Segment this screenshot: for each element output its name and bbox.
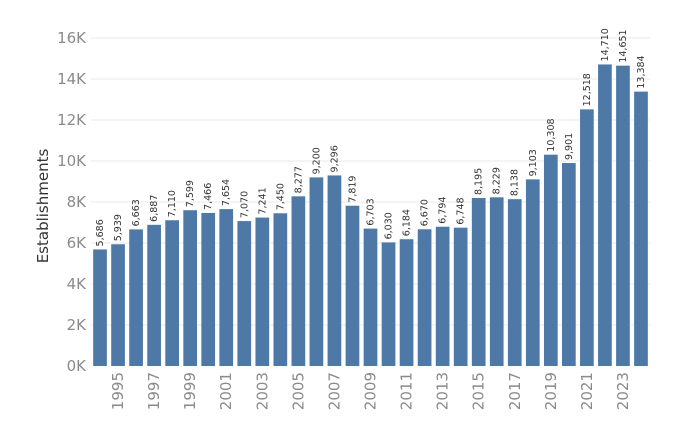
bars-layer xyxy=(93,64,648,367)
bar-2021[interactable] xyxy=(580,109,594,367)
x-tick-label: 2015 xyxy=(470,372,488,410)
y-tick-label: 14K xyxy=(57,70,87,88)
x-tick-label: 2019 xyxy=(542,372,560,410)
bar-2017[interactable] xyxy=(507,199,522,366)
data-label: 12,518 xyxy=(582,73,593,106)
y-tick-label: 16K xyxy=(57,29,87,47)
data-label: 6,670 xyxy=(420,199,431,226)
bar-2007[interactable] xyxy=(327,175,342,366)
data-label: 9,901 xyxy=(564,133,575,160)
bar-2011[interactable] xyxy=(399,239,414,366)
bar-2023[interactable] xyxy=(616,65,630,366)
x-tick-label: 2011 xyxy=(398,372,416,410)
data-label: 6,703 xyxy=(366,198,377,225)
bar-1995[interactable] xyxy=(111,244,125,366)
bar-2001[interactable] xyxy=(219,209,234,366)
data-label: 6,663 xyxy=(131,199,142,226)
bar-1994[interactable] xyxy=(93,249,107,366)
data-label: 14,710 xyxy=(600,28,611,61)
data-label: 7,599 xyxy=(185,180,196,207)
data-label: 9,200 xyxy=(311,147,322,174)
y-tick-label: 4K xyxy=(67,275,88,293)
bar-2019[interactable] xyxy=(543,154,558,366)
data-label: 9,103 xyxy=(528,149,539,176)
bar-2002[interactable] xyxy=(237,221,252,366)
y-axis: 0K 2K 4K 6K 8K 10K 12K 14K 16K xyxy=(57,29,87,375)
value-labels-layer: 5,686 5,939 6,663 6,887 7,110 7,599 7,466 7,654… xyxy=(95,28,647,246)
y-tick-label: 6K xyxy=(67,234,88,252)
x-tick-label: 2017 xyxy=(506,372,524,410)
data-label: 8,195 xyxy=(474,168,485,195)
x-axis: 1995 1997 1999 2001 2003 2005 2007 2009 2011 2013… xyxy=(109,372,632,410)
y-tick-label: 0K xyxy=(67,357,88,375)
x-tick-label: 1997 xyxy=(145,372,163,410)
data-label: 7,241 xyxy=(257,187,268,214)
data-label: 8,138 xyxy=(510,169,521,196)
x-tick-label: 2023 xyxy=(614,372,632,410)
y-tick-label: 8K xyxy=(67,193,88,211)
bar-2015[interactable] xyxy=(471,198,486,366)
data-label: 5,686 xyxy=(95,219,106,246)
bar-1998[interactable] xyxy=(165,220,179,366)
data-label: 9,296 xyxy=(329,145,340,172)
bar-2008[interactable] xyxy=(345,205,360,366)
data-label: 5,939 xyxy=(113,214,124,241)
bar-2022[interactable] xyxy=(598,64,612,366)
bar-2012[interactable] xyxy=(417,229,432,366)
bar-2024[interactable] xyxy=(634,91,648,367)
data-label: 10,308 xyxy=(546,118,557,151)
data-label: 6,794 xyxy=(438,197,449,224)
data-label: 6,030 xyxy=(384,212,395,239)
data-label: 6,748 xyxy=(456,197,467,224)
bar-2004[interactable] xyxy=(273,213,288,366)
bar-2013[interactable] xyxy=(435,226,450,366)
y-axis-title: Establishments xyxy=(34,149,52,264)
x-tick-label: 2007 xyxy=(325,372,343,410)
x-tick-label: 2021 xyxy=(578,372,596,410)
data-label: 7,819 xyxy=(347,176,358,203)
data-label: 8,229 xyxy=(492,167,503,194)
data-label: 13,384 xyxy=(636,55,647,88)
x-tick-label: 2009 xyxy=(362,372,380,410)
data-label: 7,450 xyxy=(275,183,286,210)
data-label: 6,887 xyxy=(149,195,160,222)
x-tick-label: 1999 xyxy=(181,372,199,410)
data-label: 8,277 xyxy=(293,166,304,193)
y-tick-label: 2K xyxy=(67,316,88,334)
bar-2005[interactable] xyxy=(291,196,306,366)
data-label: 7,070 xyxy=(239,191,250,218)
bar-2014[interactable] xyxy=(453,227,468,366)
bar-1997[interactable] xyxy=(147,224,161,366)
x-tick-label: 2003 xyxy=(253,372,271,410)
y-tick-label: 10K xyxy=(57,152,87,170)
bar-2018[interactable] xyxy=(525,179,540,366)
x-tick-label: 1995 xyxy=(109,372,127,410)
data-label: 14,651 xyxy=(618,29,629,62)
data-label: 7,466 xyxy=(203,183,214,210)
x-tick-label: 2001 xyxy=(217,372,235,410)
data-label: 7,654 xyxy=(221,179,232,206)
bar-1996[interactable] xyxy=(129,229,143,366)
bar-1999[interactable] xyxy=(183,210,198,366)
bar-2003[interactable] xyxy=(255,217,270,366)
x-tick-label: 2005 xyxy=(289,372,307,410)
bar-2010[interactable] xyxy=(381,242,396,366)
bar-2009[interactable] xyxy=(363,228,378,366)
x-tick-label: 2013 xyxy=(434,372,452,410)
bar-2000[interactable] xyxy=(201,212,216,366)
bar-2020[interactable] xyxy=(562,163,576,366)
data-label: 7,110 xyxy=(167,190,178,217)
data-label: 6,184 xyxy=(402,209,413,236)
bar-2016[interactable] xyxy=(489,197,504,366)
y-tick-label: 12K xyxy=(57,111,87,129)
bar-2006[interactable] xyxy=(309,177,324,366)
